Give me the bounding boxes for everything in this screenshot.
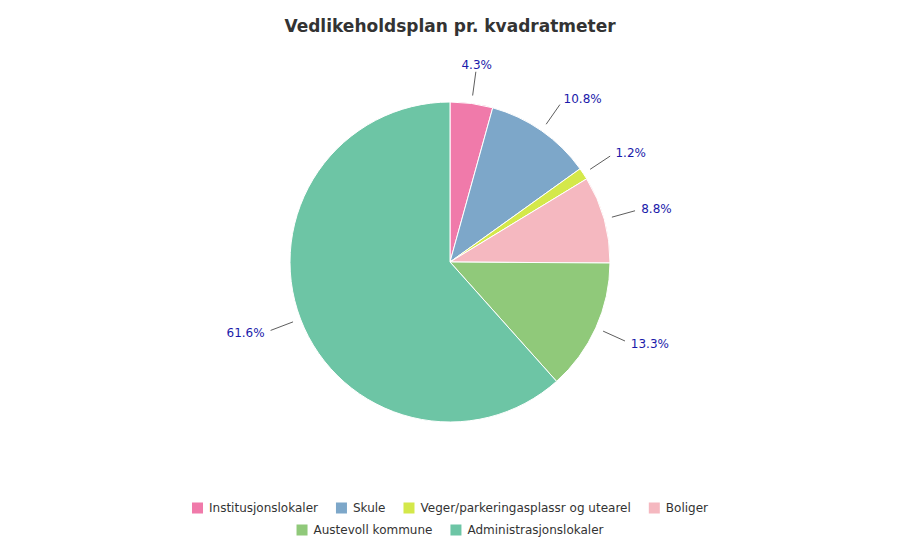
legend-item: Austevoll kommune — [297, 523, 433, 537]
data-label: 8.8% — [641, 202, 672, 216]
data-label: 13.3% — [631, 337, 669, 351]
legend-label: Administrasjonslokaler — [467, 523, 603, 537]
data-label: 10.8% — [564, 92, 602, 106]
legend-swatch — [649, 503, 660, 514]
legend-item: Boliger — [649, 501, 708, 515]
legend-label: Veger/parkeringasplassr og utearel — [420, 501, 630, 515]
leader-line — [473, 72, 476, 96]
data-label: 61.6% — [227, 326, 265, 340]
legend-label: Boliger — [666, 501, 708, 515]
data-labels: 4.3% 10.8% 1.2% 8.8% 13.3% 61.6% — [227, 58, 672, 350]
leader-line — [546, 105, 560, 125]
leader-line — [603, 331, 625, 341]
background — [0, 0, 900, 550]
data-label: 1.2% — [615, 146, 646, 160]
legend-item: Institusjonslokaler — [192, 501, 318, 515]
leader-line — [612, 211, 635, 217]
pie-slice — [290, 102, 557, 422]
slices — [290, 102, 610, 422]
legend-label: Austevoll kommune — [314, 523, 433, 537]
legend-label: Institusjonslokaler — [209, 501, 318, 515]
leader-line — [590, 156, 610, 169]
legend-item: Skule — [336, 501, 386, 515]
legend-swatch — [192, 503, 203, 514]
title: Vedlikeholdsplan pr. kvadratmeter — [284, 16, 616, 36]
legend-item: Veger/parkeringasplassr og utearel — [403, 501, 630, 515]
leader-line — [271, 322, 293, 331]
legend-swatch — [450, 525, 461, 536]
legend: Institusjonslokaler Skule Veger/parkeringa… — [192, 501, 708, 537]
legend-swatch — [336, 503, 347, 514]
data-label: 4.3% — [461, 58, 492, 72]
chart-container: Vedlikeholdsplan pr. kvadratmeter 4.3% 10.… — [0, 0, 900, 550]
legend-label: Skule — [353, 501, 386, 515]
legend-item: Administrasjonslokaler — [450, 523, 603, 537]
legend-swatch — [403, 503, 414, 514]
pie-slice — [450, 179, 610, 263]
legend-swatch — [297, 525, 308, 536]
chart-svg: Vedlikeholdsplan pr. kvadratmeter 4.3% 10.… — [0, 0, 900, 550]
